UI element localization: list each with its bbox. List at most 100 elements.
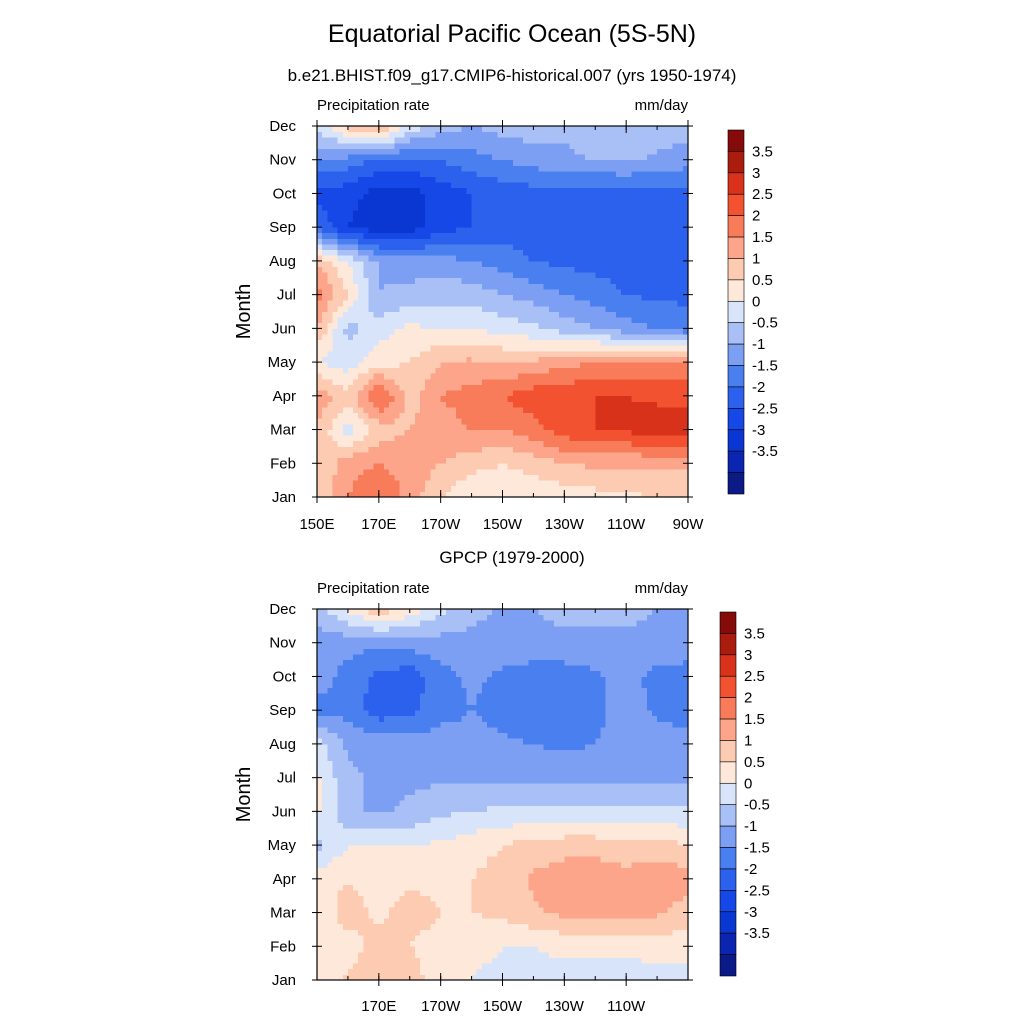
field-cell — [559, 468, 565, 475]
field-cell — [373, 210, 380, 217]
field-cell — [548, 294, 555, 301]
field-cell — [646, 328, 653, 335]
field-cell — [672, 238, 679, 245]
field-cell — [383, 412, 390, 419]
field-cell — [394, 468, 400, 475]
field-cell — [517, 148, 524, 155]
field-cell — [569, 412, 576, 419]
field-cell — [497, 204, 503, 211]
field-cell — [677, 480, 684, 487]
field-cell — [358, 137, 364, 144]
field-cell — [466, 328, 472, 335]
field-cell — [615, 384, 622, 391]
field-cell — [672, 176, 679, 183]
field-cell — [497, 474, 503, 481]
field-cell — [574, 423, 581, 430]
field-cell — [579, 126, 586, 133]
field-cell — [332, 176, 339, 183]
field-cell — [507, 266, 514, 273]
field-cell — [497, 154, 503, 161]
field-cell — [590, 182, 596, 189]
field-cell — [600, 378, 606, 385]
field-cell — [548, 165, 555, 172]
field-cell — [342, 227, 349, 234]
field-cell — [543, 154, 550, 161]
field-cell — [409, 165, 416, 172]
field-cell — [600, 412, 606, 419]
field-cell — [383, 215, 390, 222]
panel-1: JanFebMarAprMayJunJulAugSepOctNovDec150E… — [233, 97, 778, 533]
field-cell — [662, 176, 668, 183]
field-cell — [595, 266, 601, 273]
field-cell — [389, 227, 395, 234]
field-cell — [327, 407, 333, 414]
field-cell — [574, 311, 581, 318]
field-cell — [600, 187, 606, 194]
field-cell — [626, 126, 632, 133]
field-cell — [383, 244, 390, 251]
field-cell — [517, 317, 524, 324]
field-cell — [430, 300, 436, 307]
field-cell — [538, 232, 545, 239]
field-cell — [481, 260, 488, 267]
field-cell — [430, 367, 436, 374]
field-cell — [347, 407, 354, 414]
field-cell — [548, 395, 555, 402]
field-cell — [389, 373, 395, 380]
field-cell — [631, 362, 637, 369]
field-cell — [533, 137, 539, 144]
field-cell — [399, 974, 405, 981]
field-cell — [543, 187, 550, 194]
field-cell — [327, 131, 333, 138]
field-cell — [430, 362, 436, 369]
field-cell — [353, 170, 359, 177]
field-cell — [399, 294, 405, 301]
field-cell — [600, 333, 606, 340]
field-cell — [636, 401, 643, 408]
field-cell — [487, 367, 493, 374]
field-cell — [507, 350, 514, 357]
field-cell — [662, 255, 668, 262]
field-cell — [523, 452, 529, 459]
field-cell — [646, 322, 653, 329]
field-cell — [512, 176, 519, 183]
field-cell — [414, 968, 421, 975]
field-cell — [353, 362, 359, 369]
field-cell — [404, 485, 411, 492]
field-cell — [404, 384, 411, 391]
field-cell — [368, 289, 375, 296]
field-cell — [342, 131, 349, 138]
field-cell — [569, 170, 576, 177]
field-cell — [492, 126, 498, 133]
field-cell — [579, 468, 586, 475]
field-cell — [543, 435, 550, 442]
field-cell — [595, 480, 601, 487]
field-cell — [615, 356, 622, 363]
field-cell — [523, 182, 529, 189]
field-cell — [533, 165, 539, 172]
field-cell — [538, 249, 545, 256]
field-cell — [476, 193, 483, 200]
field-cell — [574, 176, 581, 183]
field-cell — [322, 244, 328, 251]
field-cell — [487, 227, 493, 234]
field-cell — [497, 407, 503, 414]
field-cell — [456, 367, 462, 374]
field-cell — [512, 423, 519, 430]
field-cell — [564, 390, 570, 397]
field-cell — [471, 345, 478, 352]
field-cell — [672, 362, 679, 369]
field-cell — [456, 452, 462, 459]
field-cell — [476, 215, 483, 222]
field-cell — [487, 142, 493, 149]
field-cell — [600, 210, 606, 217]
field-cell — [497, 974, 503, 981]
field-cell — [332, 407, 339, 414]
field-cell — [425, 199, 431, 206]
field-cell — [605, 373, 612, 380]
field-cell — [507, 435, 514, 442]
field-cell — [667, 131, 673, 138]
field-cell — [347, 474, 354, 481]
field-cell — [507, 333, 514, 340]
field-cell — [358, 401, 364, 408]
